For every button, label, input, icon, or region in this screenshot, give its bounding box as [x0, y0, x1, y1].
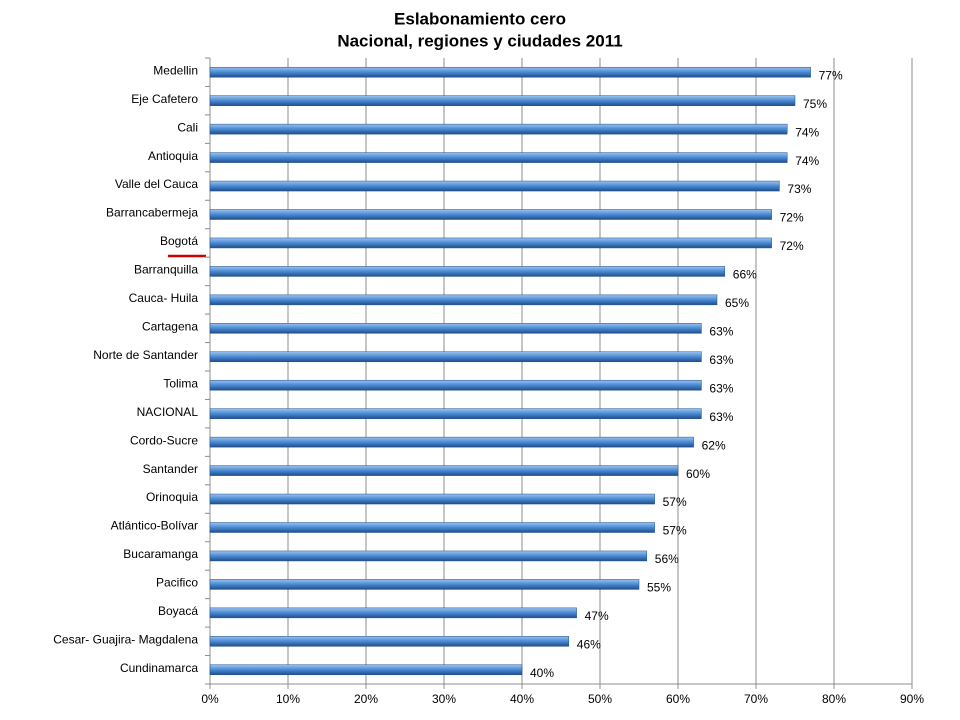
y-tick-label: Eje Cafetero	[131, 92, 198, 106]
value-label: 47%	[585, 609, 609, 623]
bar	[209, 522, 655, 533]
y-tick-label: Barrancabermeja	[106, 206, 198, 220]
value-label: 77%	[819, 68, 843, 82]
value-label: 62%	[702, 438, 726, 452]
y-tick-label: Cauca- Huila	[129, 291, 199, 305]
y-tick-label: Orinoquia	[146, 490, 198, 504]
y-tick-label: NACIONAL	[137, 405, 199, 419]
x-tick-label: 40%	[510, 692, 534, 706]
bar	[209, 379, 702, 391]
value-label: 65%	[725, 296, 749, 310]
y-tick-label: Atlántico-Bolívar	[111, 519, 198, 533]
value-label: 66%	[733, 268, 757, 282]
bar	[209, 180, 780, 192]
value-label: 40%	[530, 666, 554, 680]
y-tick-label: Pacifico	[156, 576, 198, 590]
bar	[209, 607, 577, 619]
bar	[209, 123, 788, 135]
value-label: 75%	[803, 97, 827, 111]
chart-title: Eslabonamiento cero	[394, 9, 566, 28]
bar	[209, 152, 788, 163]
y-tick-label: Valle del Cauca	[115, 177, 198, 191]
x-tick-label: 30%	[432, 692, 456, 706]
y-tick-label: Tolima	[163, 376, 198, 390]
value-label: 57%	[663, 524, 687, 538]
value-label: 72%	[780, 211, 804, 225]
bar	[209, 550, 648, 562]
bar	[209, 294, 718, 306]
value-label: 73%	[787, 182, 811, 196]
y-tick-label: Cordo-Sucre	[130, 433, 198, 447]
x-tick-label: 90%	[900, 692, 924, 706]
value-label: 74%	[795, 154, 819, 168]
value-label: 60%	[686, 467, 710, 481]
value-label: 55%	[647, 581, 671, 595]
bar	[209, 266, 726, 277]
value-label: 74%	[795, 125, 819, 139]
x-tick-label: 0%	[201, 692, 219, 706]
y-tick-label: Cartagena	[142, 319, 198, 333]
y-tick-label: Cundinamarca	[120, 661, 198, 675]
y-tick-label: Norte de Santander	[93, 348, 198, 362]
y-tick-label: Cesar- Guajira- Magdalena	[53, 632, 198, 646]
value-label: 56%	[655, 552, 679, 566]
value-label: 46%	[577, 637, 601, 651]
bar	[209, 408, 702, 419]
y-tick-label: Cali	[177, 120, 198, 134]
chart-subtitle: Nacional, regiones y ciudades 2011	[337, 31, 622, 50]
value-label: 72%	[780, 239, 804, 253]
value-label: 63%	[709, 324, 733, 338]
x-tick-label: 10%	[276, 692, 300, 706]
bar	[209, 493, 655, 505]
y-tick-label: Boyacá	[158, 604, 198, 618]
y-tick-label: Antioquia	[148, 149, 198, 163]
value-label: 57%	[663, 495, 687, 509]
x-tick-label: 70%	[744, 692, 768, 706]
bar	[209, 465, 679, 476]
bar	[209, 209, 772, 220]
bar	[209, 323, 702, 334]
bar	[209, 436, 694, 448]
bar	[209, 66, 811, 78]
bar	[209, 237, 772, 249]
bar	[209, 636, 570, 647]
x-tick-label: 60%	[666, 692, 690, 706]
y-tick-label: Bucaramanga	[123, 547, 198, 561]
value-label: 63%	[709, 410, 733, 424]
bar	[209, 95, 796, 106]
x-tick-label: 50%	[588, 692, 612, 706]
value-label: 63%	[709, 381, 733, 395]
x-tick-label: 80%	[822, 692, 846, 706]
y-tick-label: Bogotá	[160, 234, 198, 248]
x-tick-label: 20%	[354, 692, 378, 706]
bar	[209, 351, 702, 363]
y-tick-label: Barranquilla	[134, 263, 198, 277]
value-label: 63%	[709, 353, 733, 367]
y-tick-label: Santander	[143, 462, 198, 476]
bar	[209, 579, 640, 590]
bar	[209, 664, 523, 676]
y-tick-label: Medellin	[153, 63, 198, 77]
